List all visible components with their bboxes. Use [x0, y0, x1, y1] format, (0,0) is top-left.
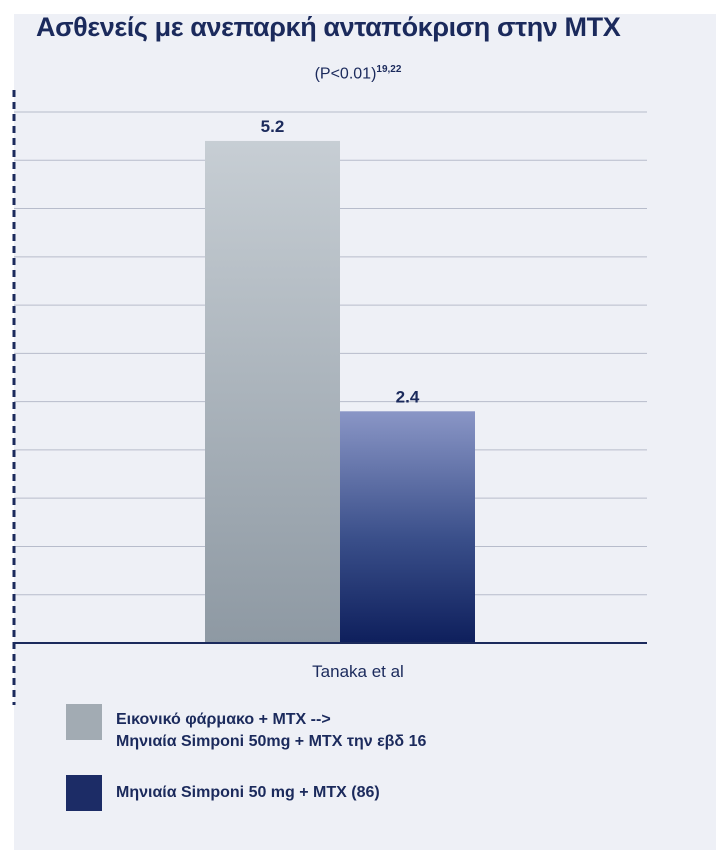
- reference-superscript: 19,22: [376, 64, 402, 75]
- chart-title: Ασθενείς με ανεπαρκή ανταπόκριση στην ΜΤ…: [36, 12, 621, 42]
- chart-subtitle: (P<0.01)19,22: [0, 64, 716, 83]
- data-label-placebo: 5.2: [261, 117, 285, 136]
- data-label-simponi: 2.4: [396, 387, 420, 406]
- legend-item-simponi: Μηνιαία Simponi 50 mg + MTX (86): [66, 775, 426, 811]
- legend-swatch-placebo: [66, 704, 102, 740]
- legend-label-placebo: Εικονικό φάρμακο + MTX --> Μηνιαία Simpo…: [116, 711, 427, 750]
- legend-swatch-simponi: [66, 775, 102, 811]
- p-value-label: (P<0.01): [314, 65, 377, 83]
- x-category-label: Tanaka et al: [312, 662, 404, 681]
- legend-item-placebo: Εικονικό φάρμακο + MTX --> Μηνιαία Simpo…: [66, 704, 426, 753]
- bar-simponi: [340, 411, 475, 643]
- legend: Εικονικό φάρμακο + MTX --> Μηνιαία Simpo…: [66, 704, 426, 833]
- bar-placebo: [205, 140, 340, 644]
- legend-label-simponi: Μηνιαία Simponi 50 mg + MTX (86): [116, 784, 380, 801]
